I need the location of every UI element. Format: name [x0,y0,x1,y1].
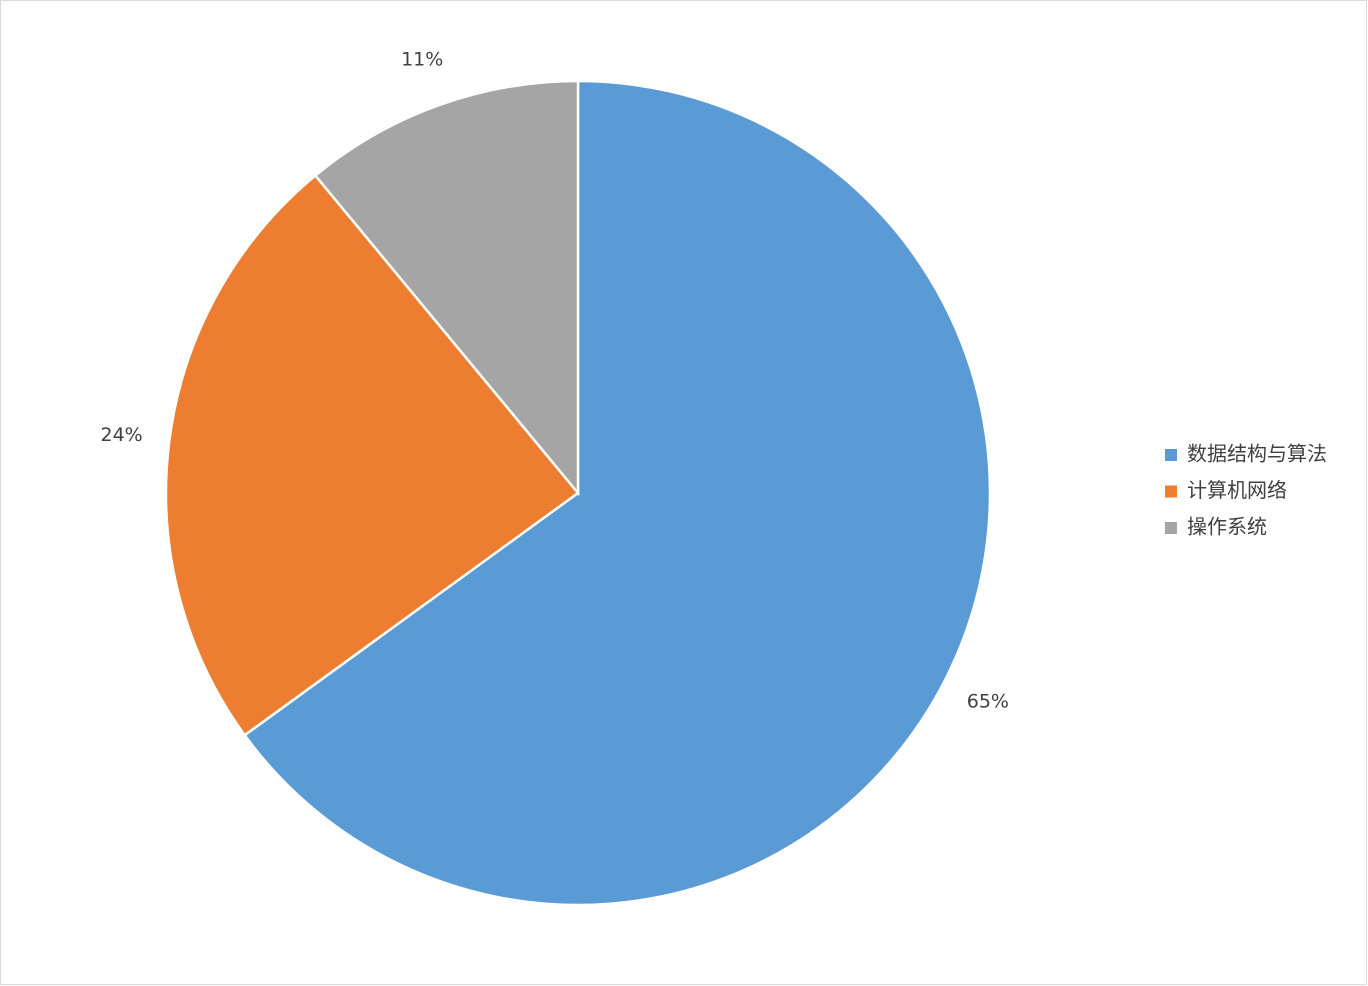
pie-slice [242,79,992,907]
data-label: 65% [967,690,1009,712]
legend-swatch [1165,449,1177,461]
legend-label: 数据结构与算法 [1187,442,1327,466]
legend-swatch [1165,522,1177,534]
legend-swatch [1165,485,1177,498]
data-label: 11% [401,49,443,71]
legend-label: 操作系统 [1187,515,1267,539]
pie-slice [164,173,580,737]
pie-slice [313,79,580,497]
legend-label: 计算机网络 [1187,478,1287,502]
data-label: 24% [101,424,143,446]
